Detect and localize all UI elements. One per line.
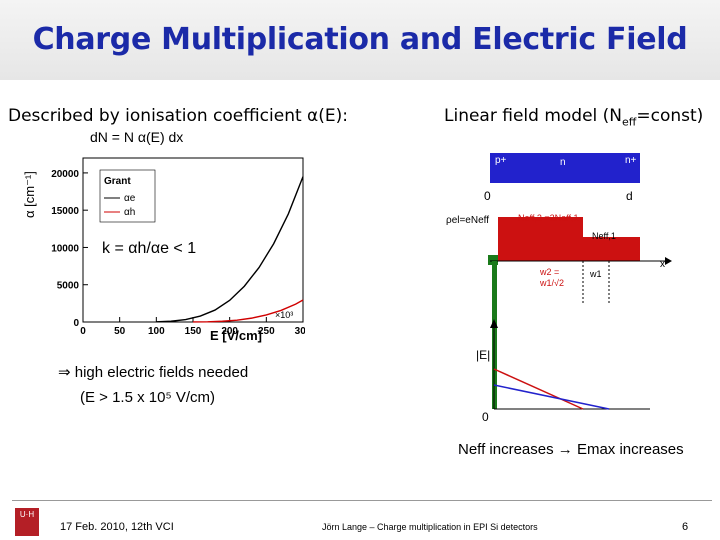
n-plus-label: n+: [625, 155, 637, 166]
e-label: |E|: [476, 348, 490, 362]
x-tick-label: 100: [148, 326, 165, 337]
x-tick-label: 300: [295, 326, 305, 337]
detector-bar: [490, 153, 640, 183]
right-heading-post: =const): [636, 106, 704, 126]
conclusion-line1: ⇒ high electric fields needed: [58, 364, 249, 381]
d-label: d: [626, 189, 633, 203]
alpha-chart: dN = N α(E) dx 0 5000 10000 15000 20000 0 50 1…: [22, 129, 305, 343]
e-arrow-icon: [490, 319, 498, 328]
right-heading-pre: Linear field model (N: [444, 106, 623, 126]
page-number: 6: [682, 521, 689, 533]
field-diagram: p+ n n+ 0 d ρel=eNeff Neff,2 =2Neff,1 Ne…: [446, 153, 672, 424]
k-relation: k = αh/αe < 1: [102, 240, 197, 257]
x-axis-ticks: 0 50 100 150 200 250 300: [80, 317, 305, 337]
x-label: x: [660, 259, 665, 270]
x-tick-label: 0: [80, 326, 86, 337]
conclusion-line2: (E > 1.5 x 10⁵ V/cm): [80, 389, 216, 406]
x-axis-label: E [V/cm]: [210, 328, 262, 343]
w2-label-bottom: w1/√2: [539, 278, 564, 288]
legend-title: Grant: [104, 176, 131, 187]
w2-label-top: w2 =: [539, 267, 559, 277]
e-field-neff1: [493, 384, 610, 410]
rho-bar-neff2: [498, 217, 583, 261]
right-heading-sub: eff: [622, 115, 637, 129]
x-arrow-icon: [665, 257, 672, 265]
series-layer: [156, 176, 304, 323]
bottom-statement: Neff increases → Emax increases: [458, 441, 684, 458]
e0-label: 0: [482, 410, 489, 424]
neff2-label: Neff,2 =2Neff,1: [518, 213, 578, 223]
rho-bar-neff1: [583, 237, 640, 261]
n-label: n: [560, 157, 566, 168]
y-tick-label: 20000: [51, 169, 79, 180]
footer-date: 17 Feb. 2010, 12th VCI: [60, 521, 174, 533]
x-tick-label: 200: [221, 326, 238, 337]
x-tick-label: 150: [185, 326, 202, 337]
y-tick-label: 15000: [51, 206, 79, 217]
green-negative-top: [488, 255, 498, 265]
y-axis-label: α [cm⁻¹]: [22, 171, 37, 218]
formula-text: dN = N α(E) dx: [90, 129, 183, 145]
slide-title: Charge Multiplication and Electric Field: [32, 22, 688, 57]
title-banner: [0, 0, 720, 80]
rho-label: ρel=eNeff: [446, 215, 489, 226]
e-field-neff2: [493, 368, 584, 410]
x-tick-label: 50: [114, 326, 126, 337]
footer-center: Jörn Lange – Charge multiplication in EP…: [322, 522, 538, 532]
legend-box: [99, 169, 156, 223]
neff1-label: Neff,1: [592, 231, 616, 241]
left-heading: Described by ionisation coefficient α(E)…: [8, 106, 348, 126]
right-heading: Linear field model (Neff=const): [444, 106, 703, 128]
legend-label-ah: αh: [124, 207, 135, 218]
x-scale-note: ×10³: [275, 310, 293, 320]
y-tick-label: 5000: [57, 281, 80, 292]
university-logo: U·H: [15, 508, 39, 536]
series-line-1: [192, 299, 304, 323]
x0-label: 0: [484, 189, 491, 203]
series-line-0: [156, 176, 304, 323]
x-tick-label: 250: [258, 326, 275, 337]
w1-label: w1: [589, 269, 602, 279]
y-tick-label: 0: [73, 318, 79, 329]
y-axis-ticks: 0 5000 10000 15000 20000: [51, 169, 88, 329]
legend-label-ae: αe: [124, 193, 136, 204]
p-plus-label: p+: [495, 155, 507, 166]
footer-divider: [12, 500, 712, 501]
y-tick-label: 10000: [51, 243, 79, 254]
